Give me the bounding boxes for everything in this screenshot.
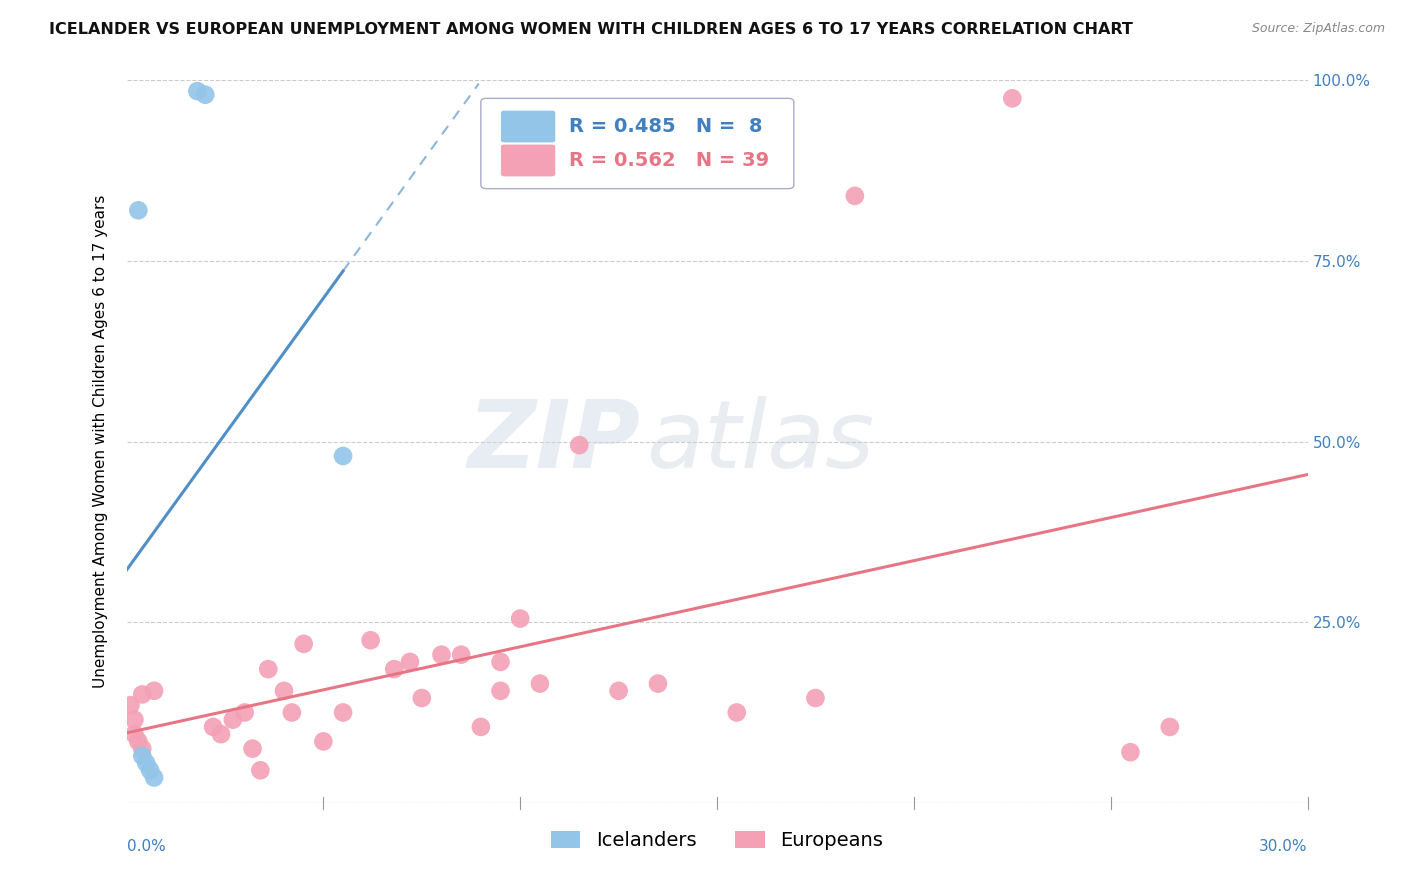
Point [332, 706, 354, 720]
Text: ZIP: ZIP [467, 395, 640, 488]
Point [509, 611, 531, 625]
Text: 0.0%: 0.0% [127, 838, 166, 854]
Point [804, 691, 827, 706]
Point [332, 449, 354, 463]
Point [292, 637, 315, 651]
Point [399, 655, 422, 669]
Point [568, 438, 591, 452]
FancyBboxPatch shape [481, 98, 794, 189]
Point [120, 698, 142, 713]
Point [382, 662, 405, 676]
Point [143, 771, 166, 785]
Point [411, 691, 433, 706]
Point [186, 84, 208, 98]
Point [124, 727, 146, 741]
Point [281, 706, 304, 720]
Point [1119, 745, 1142, 759]
Point [135, 756, 157, 770]
Point [143, 683, 166, 698]
Point [844, 189, 866, 203]
Text: atlas: atlas [647, 396, 875, 487]
Text: 30.0%: 30.0% [1260, 838, 1308, 854]
Point [529, 676, 551, 690]
Point [273, 683, 295, 698]
Point [139, 764, 162, 778]
Point [312, 734, 335, 748]
Point [489, 683, 512, 698]
FancyBboxPatch shape [501, 145, 555, 177]
Point [725, 706, 748, 720]
FancyBboxPatch shape [501, 111, 555, 143]
Point [131, 687, 153, 701]
Text: R = 0.562   N = 39: R = 0.562 N = 39 [569, 151, 769, 170]
Point [430, 648, 453, 662]
Point [360, 633, 382, 648]
Y-axis label: Unemployment Among Women with Children Ages 6 to 17 years: Unemployment Among Women with Children A… [93, 194, 108, 689]
Text: R = 0.485   N =  8: R = 0.485 N = 8 [569, 117, 763, 136]
Point [194, 87, 217, 102]
Point [127, 734, 149, 748]
Point [470, 720, 492, 734]
Point [124, 713, 146, 727]
Point [1159, 720, 1181, 734]
Point [242, 741, 264, 756]
Point [127, 203, 149, 218]
Point [1001, 91, 1024, 105]
Point [257, 662, 280, 676]
Point [131, 741, 153, 756]
Point [607, 683, 630, 698]
Point [647, 676, 669, 690]
Point [131, 748, 153, 763]
Point [249, 764, 271, 778]
Point [233, 706, 256, 720]
Text: ICELANDER VS EUROPEAN UNEMPLOYMENT AMONG WOMEN WITH CHILDREN AGES 6 TO 17 YEARS : ICELANDER VS EUROPEAN UNEMPLOYMENT AMONG… [49, 22, 1133, 37]
Point [222, 713, 245, 727]
Point [489, 655, 512, 669]
Point [209, 727, 232, 741]
Legend: Icelanders, Europeans: Icelanders, Europeans [543, 823, 891, 858]
Point [202, 720, 225, 734]
Point [450, 648, 472, 662]
Text: Source: ZipAtlas.com: Source: ZipAtlas.com [1251, 22, 1385, 36]
